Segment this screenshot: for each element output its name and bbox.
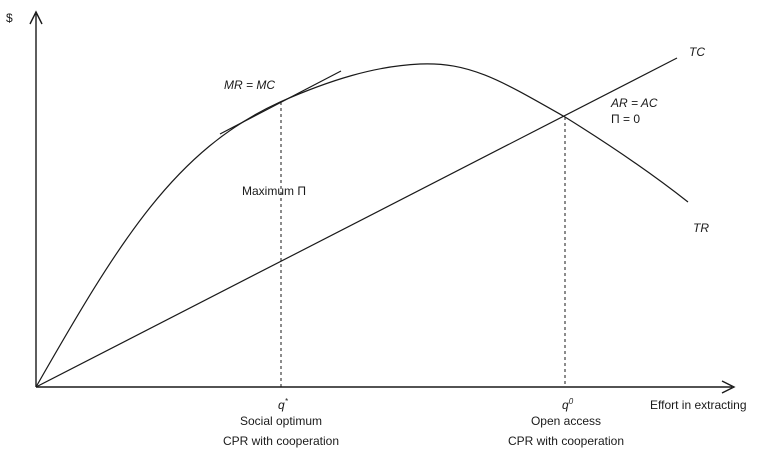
open-access-eq-line1: AR = AC bbox=[610, 96, 658, 110]
q-star-line2: CPR with cooperation bbox=[223, 434, 339, 448]
max-profit-label: Maximum Π bbox=[242, 184, 306, 198]
axes bbox=[29, 10, 736, 394]
q-zero-line2: CPR with cooperation bbox=[508, 434, 624, 448]
q-star-symbol: q* bbox=[278, 397, 289, 412]
open-access-eq-line2: Π = 0 bbox=[611, 112, 640, 126]
x-axis-label: Effort in extracting bbox=[650, 398, 747, 412]
q-zero-symbol: q0 bbox=[562, 397, 574, 412]
tc-line bbox=[35, 57, 678, 388]
y-axis-arrowhead bbox=[29, 10, 43, 25]
q-star-letter: q bbox=[278, 398, 285, 412]
tr-label: TR bbox=[693, 221, 709, 235]
q-zero-line1: Open access bbox=[531, 414, 601, 428]
q-zero-point-label: q0 Open access CPR with cooperation bbox=[508, 397, 624, 448]
q-star-line1: Social optimum bbox=[240, 414, 322, 428]
q-zero-letter: q bbox=[562, 398, 569, 412]
q-zero-superscript: 0 bbox=[569, 397, 574, 406]
q-star-point-label: q* Social optimum CPR with cooperation bbox=[223, 397, 339, 448]
tangent-label: MR = MC bbox=[224, 78, 275, 92]
x-axis-arrowhead bbox=[721, 380, 736, 394]
y-axis-label: $ bbox=[6, 11, 13, 25]
tc-label: TC bbox=[689, 45, 705, 59]
tr-curve bbox=[35, 63, 689, 388]
q-star-superscript: * bbox=[285, 397, 289, 406]
